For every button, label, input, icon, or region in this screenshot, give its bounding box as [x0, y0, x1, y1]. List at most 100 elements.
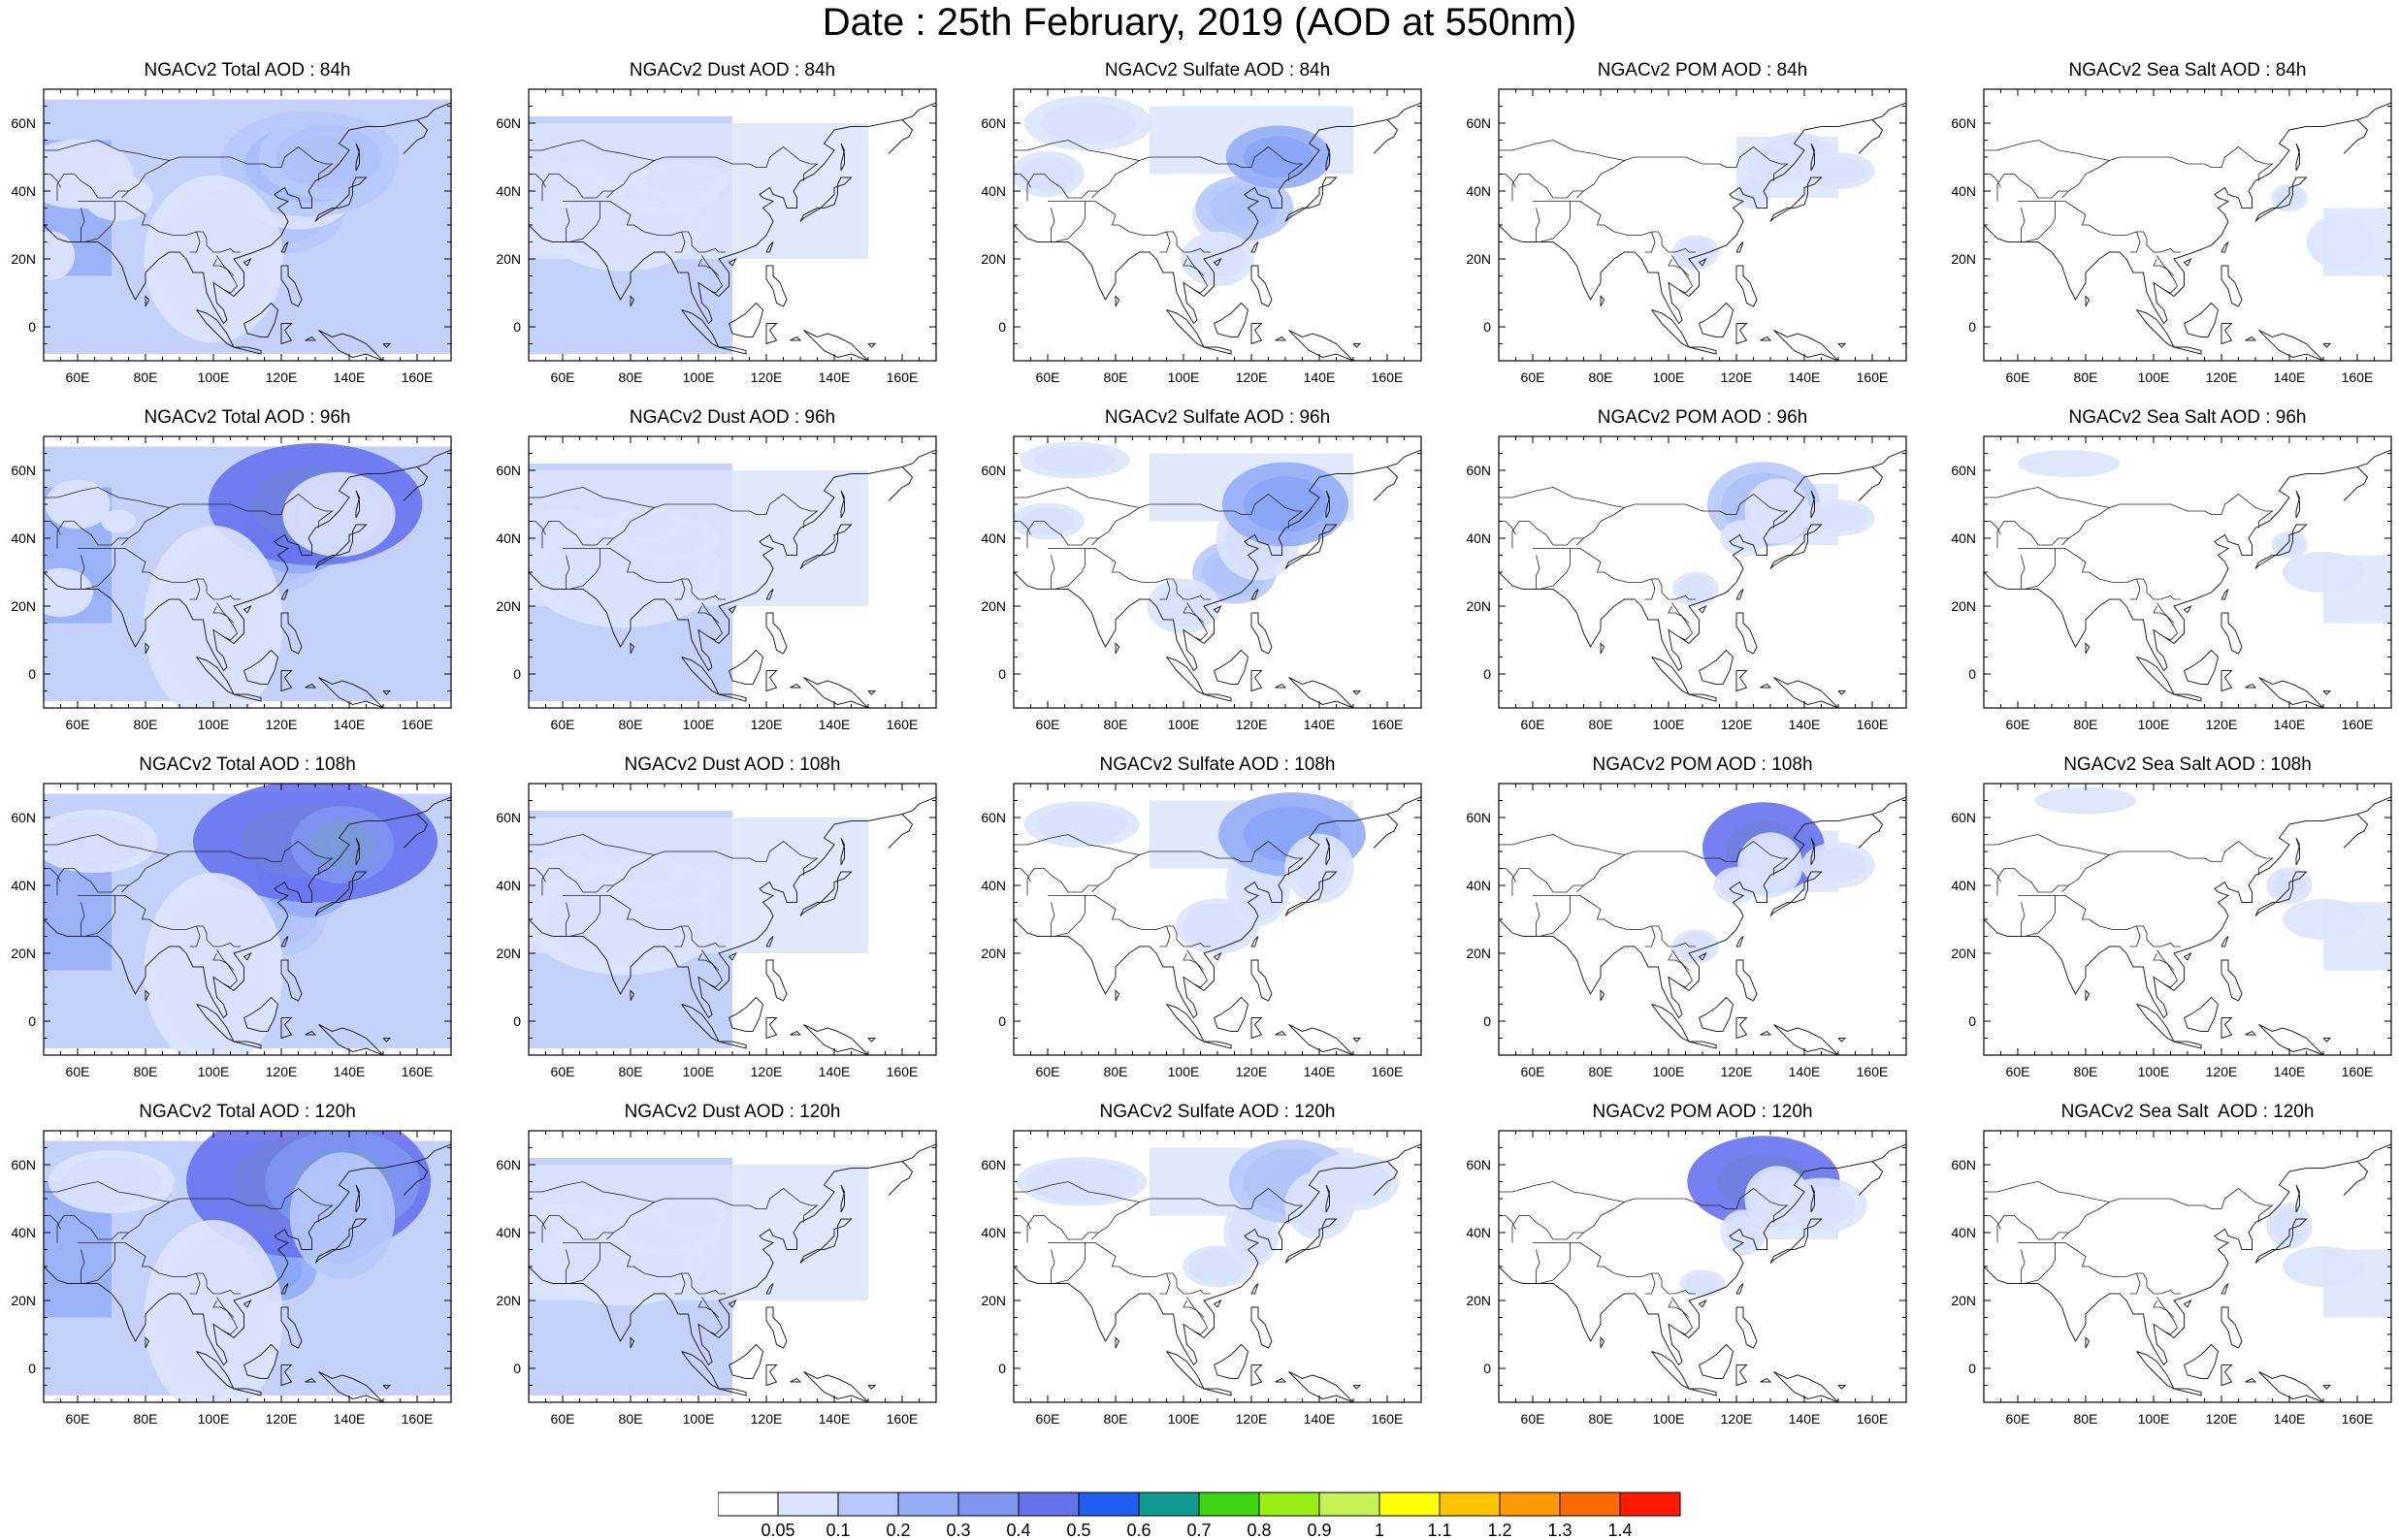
coastline: [1984, 449, 2391, 672]
lon-label: 140E: [2274, 1064, 2306, 1079]
colorbar-label: 0.4: [1006, 1521, 1030, 1538]
lon-label: 80E: [134, 717, 158, 732]
lon-label: 60E: [1521, 717, 1545, 732]
coastline: [1858, 466, 1884, 501]
coastline: [1115, 295, 1120, 307]
lon-label: 60E: [1036, 1411, 1060, 1427]
aod-field: [529, 1158, 868, 1396]
lon-label: 100E: [2138, 1064, 2170, 1079]
colorbar-swatch: [1198, 1492, 1260, 1517]
coastlines: [44, 1143, 451, 1402]
map-svg: 60N 40N 20N 0 60E 80E 100E 120E 140E 160E: [1466, 1130, 1907, 1427]
country-border: [529, 140, 655, 161]
colorbar-swatch: [957, 1492, 1020, 1517]
coastline: [280, 1017, 293, 1040]
lon-label: 160E: [2342, 369, 2374, 385]
coastlines: [1499, 102, 1906, 361]
coastline: [1014, 102, 1421, 325]
country-border: [2061, 145, 2274, 199]
country-border: [2061, 493, 2274, 546]
lat-label: 60N: [496, 1157, 521, 1172]
coastline: [305, 1377, 317, 1383]
panel-title: NGACv2 Sea Salt AOD : 96h: [2068, 407, 2307, 428]
country-border: [2018, 895, 2181, 947]
lat-label: 60N: [981, 115, 1006, 131]
lon-label: 120E: [2206, 1411, 2238, 1427]
colorbar-swatch: [1378, 1492, 1441, 1517]
lon-label: 160E: [887, 369, 919, 385]
country-border: [1996, 1215, 2069, 1243]
lon-label: 140E: [1789, 369, 1821, 385]
coastline: [765, 323, 778, 345]
country-border: [1048, 548, 1211, 600]
country-border: [1159, 925, 1171, 947]
lon-label: 100E: [1168, 1411, 1200, 1427]
lat-label: 60N: [1951, 115, 1976, 131]
map-panel-seasalt-96h: NGACv2 Sea Salt AOD : 96h 60N 40N 20N 0 60E 80…: [1940, 403, 2399, 747]
coastline: [728, 951, 737, 961]
lon-label: 100E: [683, 717, 715, 732]
coastline: [1166, 309, 1206, 349]
coastlines: [529, 796, 936, 1055]
coastline: [318, 1024, 384, 1055]
lat-label: 0: [28, 666, 36, 682]
panel-title: NGACv2 Sulfate AOD : 108h: [1099, 754, 1336, 775]
country-border: [529, 834, 655, 855]
aod-plume: [1147, 578, 1220, 634]
coastline: [1214, 649, 1249, 685]
coastline: [888, 1161, 914, 1196]
map-panel-dust-108h: NGACv2 Dust AOD : 108h 60N 40N 20N 0 60E 80E 10…: [485, 751, 951, 1094]
country-border: [121, 1187, 334, 1240]
lon-label: 120E: [266, 1411, 298, 1427]
coastline: [1325, 490, 1331, 519]
country-border: [1051, 208, 1055, 242]
map-panel-total-96h: NGACv2 Total AOD : 96h 60N 40N 20N 0 60E 80E 10…: [0, 403, 466, 747]
coastline: [2322, 343, 2332, 348]
lon-label: 120E: [2206, 1064, 2238, 1079]
country-border: [216, 949, 235, 971]
map-panel-dust-120h: NGACv2 Dust AOD : 120h 60N 40N 20N 0 60E 80E 10…: [485, 1098, 951, 1441]
coastline: [2258, 1024, 2324, 1055]
country-border: [121, 493, 334, 546]
lat-label: 0: [1483, 1013, 1491, 1029]
country-border: [697, 1299, 723, 1335]
map-svg: 60N 40N 20N 0 60E 80E 100E 120E 140E 160E: [1951, 783, 2392, 1079]
coastline: [2085, 295, 2091, 307]
aod-plume: [44, 231, 76, 280]
coastline: [2245, 1377, 2257, 1383]
country-border: [81, 902, 85, 937]
coastline: [1250, 936, 1259, 947]
country-border: [56, 868, 129, 896]
plot-area: 60N 40N 20N 0 60E 80E 100E 120E 140E 160E: [11, 435, 452, 732]
lat-label: 0: [513, 319, 521, 335]
coastline: [1699, 1343, 1734, 1379]
coastline: [280, 959, 303, 1002]
coastlines: [1984, 102, 2391, 361]
country-border: [1499, 487, 1625, 508]
coastline: [1373, 119, 1399, 154]
lat-label: 40N: [11, 878, 36, 893]
plot-area: 60N 40N 20N 0 60E 80E 100E 120E 140E 160E: [1951, 1130, 2392, 1427]
coastline: [867, 343, 877, 348]
lon-label: 140E: [819, 1411, 851, 1427]
aod-plume: [44, 567, 94, 618]
aod-plume: [634, 163, 729, 199]
coastline: [2254, 1218, 2308, 1264]
coastline: [305, 1030, 317, 1036]
country-border: [1051, 555, 1055, 590]
country-border: [1536, 555, 1540, 590]
lon-label: 120E: [1236, 1411, 1268, 1427]
coastline: [243, 604, 252, 614]
aod-plume: [45, 479, 111, 529]
coastline: [2322, 1385, 2332, 1390]
coastline: [1203, 693, 1232, 702]
lat-label: 0: [1483, 666, 1491, 682]
country-border: [2129, 578, 2141, 600]
country-border: [189, 231, 201, 253]
country-border: [1533, 895, 1696, 947]
coastline: [2221, 241, 2229, 253]
country-border: [1576, 145, 1789, 199]
coastline: [280, 612, 303, 655]
coastline: [44, 796, 451, 1019]
lon-label: 140E: [819, 1064, 851, 1079]
